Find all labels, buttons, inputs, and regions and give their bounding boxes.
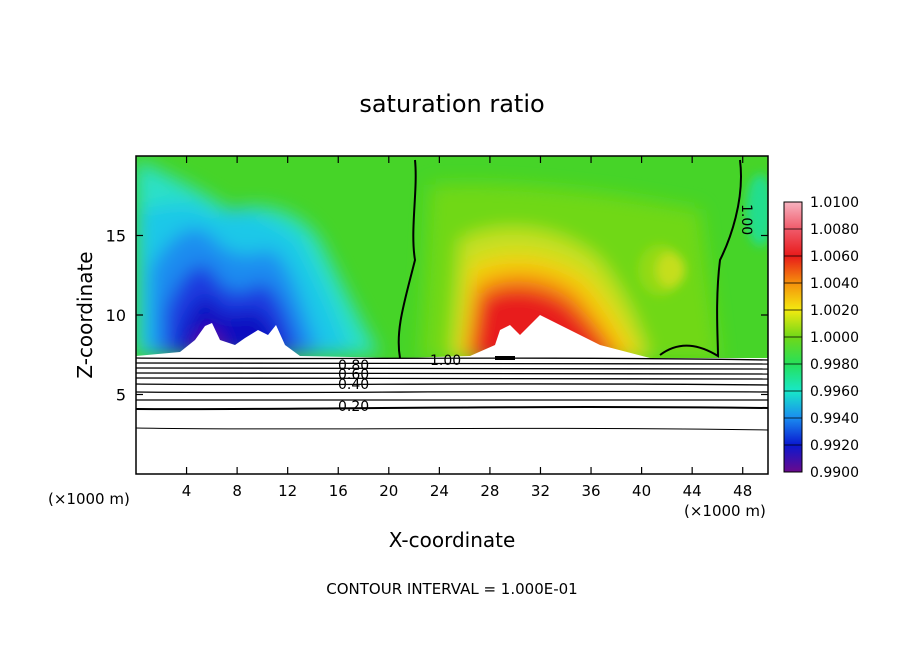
colorbar-tick-label: 1.0040 [810, 276, 859, 292]
contour-label: 0.60 [338, 367, 369, 383]
y-tick-label: 10 [106, 306, 126, 325]
x-tick-label: 12 [278, 482, 297, 500]
x-tick-label: 32 [531, 482, 550, 500]
colorbar-tick-label: 0.9920 [810, 438, 859, 454]
y-tick-label: 15 [106, 227, 126, 246]
colorbar-tick-label: 1.0000 [810, 330, 859, 346]
x-tick-label: 4 [182, 482, 192, 500]
heatmap-field [136, 156, 768, 474]
colorbar-ticks: 1.0100 1.0080 1.0060 1.0040 1.0020 1.0000 0.99… [784, 195, 859, 481]
x-tick-label: 28 [480, 482, 499, 500]
x-tick-label: 48 [733, 482, 752, 500]
contour-label: 1.00 [738, 204, 754, 235]
contour-lines [136, 159, 768, 431]
colorbar-tick-label: 0.9940 [810, 411, 859, 427]
x-tick-label: 8 [232, 482, 242, 500]
terrain-mask [136, 315, 768, 474]
colorbar-tick-label: 1.0100 [810, 195, 859, 211]
x-tick-label: 24 [430, 482, 449, 500]
x-tick-label: 36 [581, 482, 600, 500]
colorbar-tick-label: 0.9980 [810, 357, 859, 373]
colorbar-tick-label: 0.9900 [810, 465, 859, 481]
y-axis: 5 10 15 [106, 227, 768, 405]
contour-labels: 0.20 0.40 0.60 0.80 1.00 1.00 [338, 204, 754, 415]
colorbar: 1.0100 1.0080 1.0060 1.0040 1.0020 1.0000 0.99… [783, 195, 859, 481]
x-unit-right: (×1000 m) [684, 502, 766, 520]
colorbar-tick-label: 1.0080 [810, 222, 859, 238]
x-tick-label: 16 [329, 482, 348, 500]
y-tick-label: 5 [116, 386, 126, 405]
x-axis-title: X-coordinate [389, 528, 516, 552]
contour-label: 0.40 [338, 377, 369, 393]
moist-highlights [638, 174, 768, 296]
contour-label: 0.80 [338, 358, 369, 374]
y-axis-title: Z-coordinate [73, 251, 97, 378]
x-tick-label: 40 [632, 482, 651, 500]
colorbar-tick-label: 1.0020 [810, 303, 859, 319]
x-tick-label: 44 [683, 482, 702, 500]
contour-label: 1.00 [430, 353, 461, 369]
x-tick-label: 20 [379, 482, 398, 500]
chart-title: saturation ratio [359, 90, 544, 118]
x-unit-left: (×1000 m) [48, 490, 130, 508]
colorbar-tick-label: 0.9960 [810, 384, 859, 400]
x-axis: 4 8 12 16 20 24 28 32 36 40 44 48 [182, 156, 752, 500]
colorbar-tick-label: 1.0060 [810, 249, 859, 265]
contour-label: 0.20 [338, 399, 369, 415]
contour-interval-note: CONTOUR INTERVAL = 1.000E-01 [326, 580, 577, 598]
